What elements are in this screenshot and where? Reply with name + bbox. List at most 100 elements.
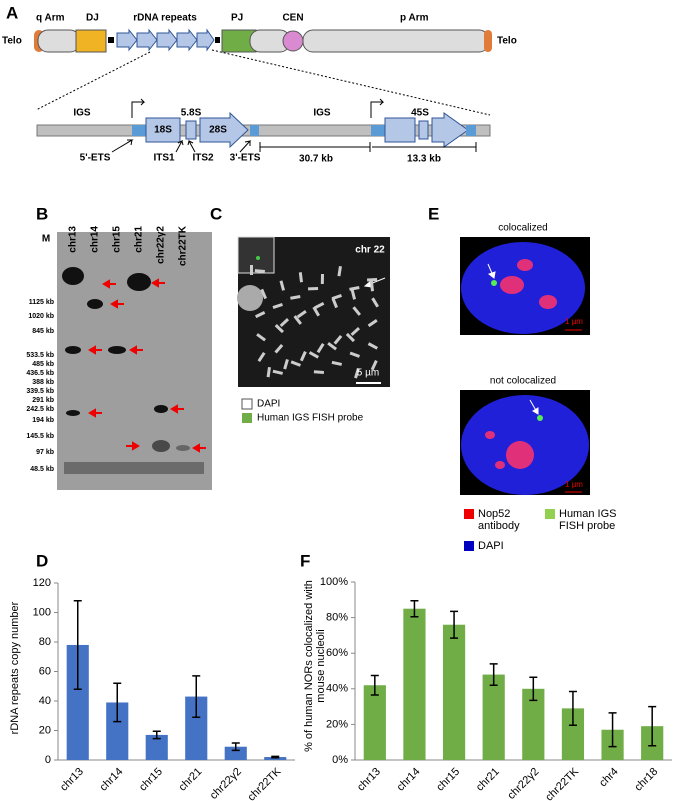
ladder-label: 48.5 kb [30, 466, 54, 473]
x-tick-label: chr14 [97, 766, 125, 794]
scale-label: 1 µm [565, 480, 583, 489]
chromosome [371, 297, 380, 308]
lane-label: chr22γ2 [156, 226, 167, 264]
x-tick-label: chr22TK [246, 765, 284, 801]
error-bar [410, 599, 419, 618]
repeat-diagram [36, 98, 491, 153]
chromosome [279, 280, 285, 291]
region-label: ITS1 [153, 153, 175, 164]
chromosome [367, 318, 378, 328]
x-tick-label: chr15 [137, 766, 165, 794]
legend-label: Human IGS FISH probe [257, 413, 364, 424]
chromosome [266, 367, 271, 378]
y-tick-label: 60 [39, 665, 51, 677]
chromosome [367, 278, 378, 282]
nucleus-image [460, 237, 590, 495]
legend-swatch [464, 509, 474, 519]
gel-image [57, 232, 212, 490]
rrna-label: 28S [209, 125, 227, 136]
error-bar [568, 690, 577, 727]
q-arm-label: q Arm [36, 13, 65, 24]
x-tick-label: chr22γ2 [208, 766, 244, 801]
chromosome [350, 289, 356, 300]
chromosome [331, 297, 338, 309]
ladder-label: 485 kb [32, 361, 54, 368]
error-bar [529, 676, 538, 702]
y-tick-label: 20% [326, 718, 348, 730]
lane-label: chr13 [68, 226, 79, 253]
chromosome [350, 327, 361, 336]
chromosome [345, 332, 355, 343]
karyotype-image [237, 236, 390, 387]
ladder-label: 388 kb [32, 379, 54, 386]
bar [106, 702, 129, 760]
panel-label: F [300, 551, 310, 570]
x-tick-label: chr14 [395, 766, 423, 794]
bar [185, 696, 208, 760]
x-tick-label: chr4 [597, 766, 621, 790]
ladder-label: 145.5 kb [26, 433, 54, 440]
chromosomes [250, 265, 380, 379]
error-bar [450, 610, 459, 639]
x-tick-label: chr21 [474, 766, 502, 794]
error-bar [73, 599, 82, 690]
chromosome [327, 341, 337, 351]
chromosome [367, 342, 378, 350]
y-tick-label: 0 [45, 754, 51, 766]
ladder-label: 436.5 kb [26, 370, 54, 377]
y-tick-label: 80% [326, 612, 348, 624]
legend-label: DAPI [478, 540, 504, 552]
error-bar [231, 742, 240, 752]
error-bar [489, 663, 498, 686]
chromosome [274, 324, 285, 334]
ladder-label: 194 kb [32, 417, 54, 424]
chromosome [349, 351, 361, 358]
y-axis-title: rDNA repeats copy number [9, 601, 21, 735]
chromosome [255, 310, 266, 319]
length-label: 13.3 kb [407, 154, 441, 165]
marker-label: M [42, 234, 50, 245]
dj-label: DJ [86, 13, 99, 24]
telo-label: Telo [497, 36, 517, 47]
legend-swatch [464, 541, 474, 551]
chromosome [296, 310, 307, 319]
ladder-label: 845 kb [32, 328, 54, 335]
error-bar [370, 674, 379, 696]
error-bar [192, 675, 201, 718]
chromosome [298, 272, 303, 283]
rrna-label: 45S [411, 108, 429, 119]
chromosome-label: chr 22 [355, 245, 385, 256]
chromosome [283, 359, 289, 370]
x-tick-label: chr15 [434, 766, 462, 794]
x-tick-label: chr22γ2 [505, 766, 541, 801]
legend-label: Nop52 antibody [478, 508, 520, 532]
chromosome [279, 317, 290, 328]
lane-label: chr21 [134, 226, 145, 253]
telo-label: Telo [2, 36, 22, 47]
legend-label: Human IGS FISH probe [559, 508, 617, 532]
bar [145, 734, 168, 760]
error-bar [113, 682, 122, 723]
chromosome [250, 265, 253, 275]
chromosome [349, 285, 360, 291]
chromosome [290, 295, 301, 300]
lane-label: chr22TK [178, 225, 189, 266]
y-tick-label: 100 [33, 606, 51, 618]
ladder-label: 1125 kb [29, 299, 54, 306]
region-label: 5'-ETS [80, 153, 111, 164]
y-tick-label: 100% [320, 576, 348, 588]
ladder-label: 97 kb [36, 449, 54, 456]
chromosome [308, 351, 320, 359]
bar [561, 708, 585, 760]
chromosome [316, 342, 325, 354]
image-caption: colocalized [498, 223, 547, 234]
x-tick-label: chr21 [176, 766, 204, 794]
rrna-label: 5.8S [181, 108, 202, 119]
chromosome [254, 269, 265, 273]
panel-label: D [36, 551, 48, 570]
bar [482, 674, 505, 760]
scale-label: 5 µm [357, 368, 379, 379]
chromosome [256, 333, 266, 342]
